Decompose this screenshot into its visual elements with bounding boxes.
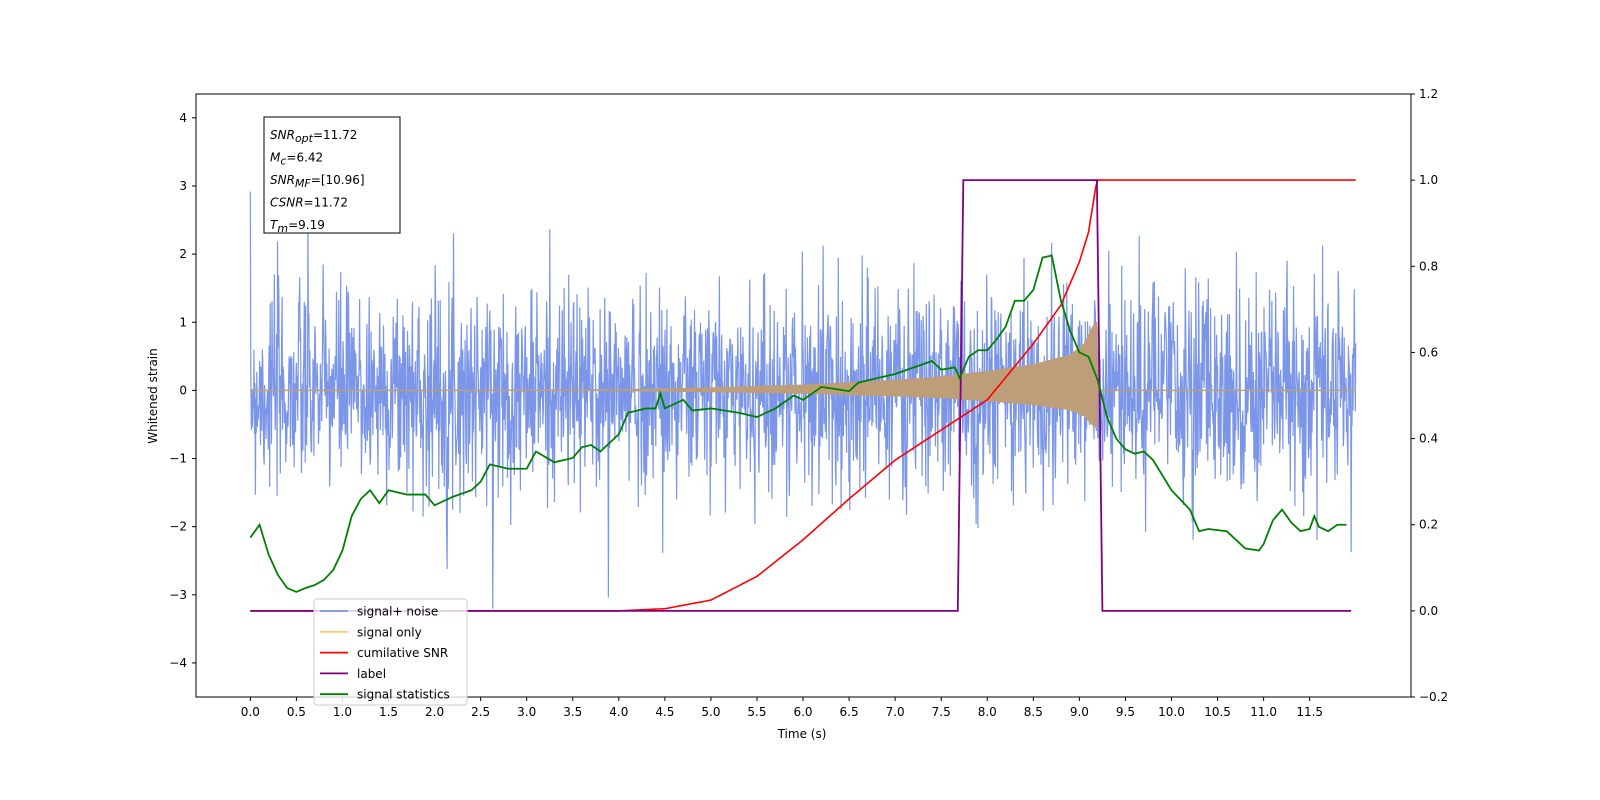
y-tick-label: −3 [169, 588, 187, 602]
x-axis-label: Time (s) [777, 727, 827, 741]
y-right-tick-label: 1.0 [1419, 173, 1438, 187]
x-tick-label: 9.0 [1070, 705, 1089, 719]
series-signal-statistics [249, 254, 1347, 593]
x-tick-label: 10.5 [1204, 705, 1231, 719]
x-tick-label: 4.5 [655, 705, 674, 719]
y-tick-label: 4 [179, 111, 187, 125]
x-tick-label: 0.5 [287, 705, 306, 719]
x-tick-label: 3.5 [563, 705, 582, 719]
legend: signal+ noise signal only cumilative SNR la… [313, 598, 468, 706]
y-tick-label: 1 [179, 315, 187, 329]
y-tick-label: −4 [169, 656, 187, 670]
x-tick-label: 8.0 [978, 705, 997, 719]
y-axis-left: 4 3 2 1 0 −1 −2 −3 −4 [169, 111, 196, 670]
annotation-line: Mc=6.42 [270, 151, 323, 168]
y-tick-label: −1 [169, 452, 187, 466]
x-tick-label: 4.0 [609, 705, 628, 719]
x-tick-label: 5.0 [701, 705, 720, 719]
series-signal-noise [249, 191, 1357, 609]
x-tick-label: 6.0 [793, 705, 812, 719]
legend-label: label [357, 667, 386, 681]
annotation-line: SNRMF=[10.96] [270, 173, 365, 190]
y-right-tick-label: 0.4 [1419, 432, 1438, 446]
y-right-tick-label: 0.6 [1419, 345, 1438, 359]
y-right-tick-label: 0.8 [1419, 259, 1438, 273]
legend-label: signal+ noise [357, 605, 438, 619]
x-tick-label: 7.5 [932, 705, 951, 719]
legend-label: signal only [357, 625, 422, 639]
x-tick-label: 8.5 [1024, 705, 1043, 719]
y-tick-label: −2 [169, 520, 187, 534]
plot-area [249, 179, 1357, 612]
y-axis-right: 1.2 1.0 0.8 0.6 0.4 0.2 0.0 −0.2 [1411, 87, 1448, 704]
x-tick-label: 1.5 [379, 705, 398, 719]
x-tick-label: 11.0 [1250, 705, 1277, 719]
series-signal-only [249, 321, 1357, 429]
series-label [250, 179, 1352, 612]
annotation-line: Tm=9.19 [270, 218, 325, 235]
x-tick-label: 2.0 [425, 705, 444, 719]
annotation-line: SNRopt=11.72 [270, 128, 357, 145]
x-tick-label: 6.5 [840, 705, 859, 719]
x-tick-label: 2.5 [471, 705, 490, 719]
x-tick-label: 1.0 [333, 705, 352, 719]
x-tick-label: 10.0 [1158, 705, 1185, 719]
y-right-tick-label: −0.2 [1419, 690, 1448, 704]
y-tick-label: 0 [179, 383, 187, 397]
annotation-box: SNRopt=11.72 Mc=6.42 SNRMF=[10.96] CSNR=11.… [263, 116, 401, 235]
x-tick-label: 11.5 [1296, 705, 1323, 719]
x-tick-label: 7.0 [886, 705, 905, 719]
legend-label: signal statistics [357, 688, 450, 702]
y-right-tick-label: 0.0 [1419, 604, 1438, 618]
x-tick-label: 0.0 [241, 705, 260, 719]
x-tick-label: 9.5 [1116, 705, 1135, 719]
x-tick-label: 5.5 [747, 705, 766, 719]
legend-label: cumilative SNR [357, 646, 448, 660]
x-tick-label: 3.0 [517, 705, 536, 719]
y-right-tick-label: 1.2 [1419, 87, 1438, 101]
y-axis-label: Whitened strain [146, 348, 160, 444]
x-axis: 0.0 0.5 1.0 1.5 2.0 2.5 3.0 3.5 4.0 4.5 5.0 5.5 6.0 6… [241, 697, 1323, 719]
legend-box [313, 598, 468, 706]
y-right-tick-label: 0.2 [1419, 518, 1438, 532]
y-tick-label: 2 [179, 247, 187, 261]
annotation-line: CSNR=11.72 [270, 196, 348, 210]
y-tick-label: 3 [179, 179, 187, 193]
